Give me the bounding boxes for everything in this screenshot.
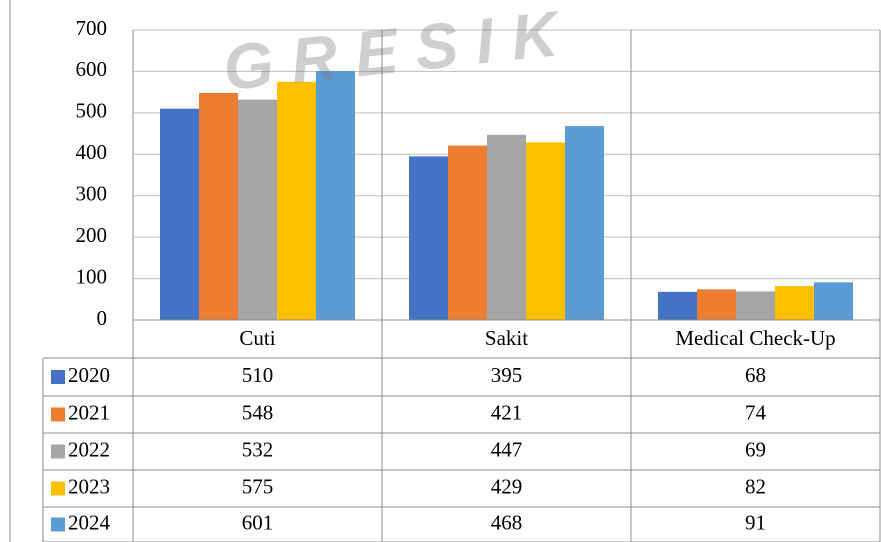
bar bbox=[409, 156, 448, 320]
table-header: Medical Check-Up bbox=[675, 326, 835, 350]
bar bbox=[775, 286, 814, 320]
legend-key bbox=[51, 444, 65, 459]
y-tick-label: 400 bbox=[76, 140, 108, 164]
table-cell: 421 bbox=[491, 400, 523, 424]
table-cell: 82 bbox=[745, 474, 766, 498]
bar bbox=[238, 99, 277, 320]
table-cell: 601 bbox=[242, 510, 274, 534]
legend-label: 2020 bbox=[68, 363, 110, 387]
legend-label: 2023 bbox=[68, 474, 110, 498]
bar bbox=[736, 291, 775, 320]
table-header: Sakit bbox=[485, 326, 528, 350]
bar bbox=[565, 126, 604, 320]
legend-label: 2021 bbox=[68, 400, 110, 424]
y-tick-label: 100 bbox=[76, 264, 108, 288]
y-tick-label: 0 bbox=[97, 306, 108, 330]
table-cell: 395 bbox=[491, 363, 523, 387]
table-cell: 468 bbox=[491, 510, 523, 534]
bar bbox=[160, 108, 199, 320]
table-cell: 69 bbox=[745, 437, 766, 461]
bar bbox=[526, 142, 565, 320]
table-cell: 575 bbox=[242, 474, 274, 498]
table-cell: 532 bbox=[242, 437, 274, 461]
bar bbox=[487, 134, 526, 320]
bar bbox=[277, 81, 316, 321]
legend-key bbox=[51, 407, 65, 422]
table-cell: 91 bbox=[745, 510, 766, 534]
table-cell: 447 bbox=[491, 437, 523, 461]
legend-label: 2024 bbox=[68, 510, 111, 534]
legend-key bbox=[51, 481, 65, 496]
bar bbox=[316, 71, 355, 320]
bar bbox=[814, 282, 853, 320]
table-header: Cuti bbox=[239, 326, 275, 350]
y-tick-label: 500 bbox=[76, 99, 108, 123]
watermark: GRESIK bbox=[220, 0, 579, 104]
legend-key bbox=[51, 517, 65, 532]
legend-label: 2022 bbox=[68, 437, 110, 461]
table-cell: 68 bbox=[745, 363, 766, 387]
y-tick-label: 600 bbox=[76, 57, 108, 81]
table-cell: 548 bbox=[242, 400, 274, 424]
y-tick-label: 200 bbox=[76, 223, 108, 247]
bar bbox=[658, 291, 697, 320]
bar bbox=[697, 289, 736, 320]
bar bbox=[199, 92, 238, 320]
y-tick-label: 700 bbox=[76, 16, 108, 40]
legend-key bbox=[51, 370, 65, 384]
table-cell: 74 bbox=[745, 400, 767, 424]
bar bbox=[448, 145, 487, 320]
table-cell: 429 bbox=[491, 474, 523, 498]
table-cell: 510 bbox=[242, 363, 274, 387]
y-tick-label: 300 bbox=[76, 182, 108, 206]
